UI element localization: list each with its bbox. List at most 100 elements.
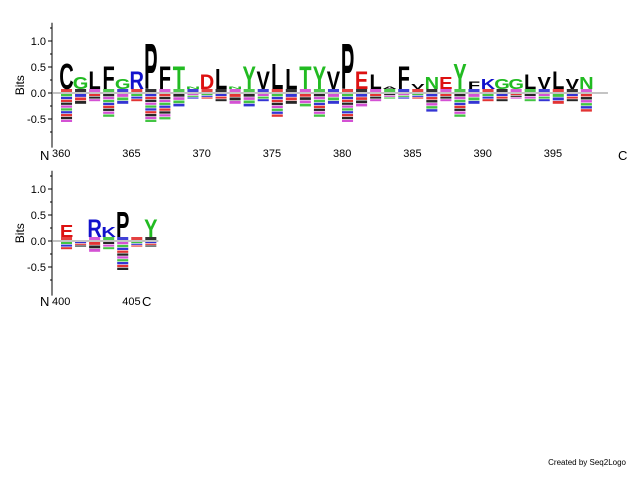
logo-letter: P [116, 206, 129, 245]
negative-letter-mark [313, 102, 325, 106]
minor-letter-mark [131, 89, 143, 92]
negative-letter-mark [103, 94, 115, 97]
negative-letter-mark [398, 94, 410, 96]
negative-letter-mark [342, 94, 354, 97]
logo-letter: N [186, 86, 200, 90]
negative-letter-mark [454, 96, 466, 100]
logo-letter: V [411, 83, 424, 91]
negative-letter-mark [145, 243, 157, 245]
minor-letter-mark [510, 89, 522, 92]
minor-letter-mark [117, 89, 129, 92]
negative-letter-mark [454, 108, 466, 111]
negative-letter-mark [117, 244, 129, 248]
minor-letter-mark [384, 89, 396, 92]
negative-letter-mark [103, 105, 115, 109]
c-terminus-label: C [618, 148, 627, 163]
negative-letter-mark [510, 94, 522, 96]
negative-letter-mark [117, 264, 129, 268]
negative-letter-mark [117, 262, 129, 265]
negative-letter-mark [61, 111, 73, 114]
negative-letter-mark [356, 94, 368, 97]
minor-letter-mark [89, 89, 101, 92]
minor-letter-mark [524, 89, 536, 92]
negative-letter-mark [313, 105, 325, 109]
logo-panel-2: -0.5 0.0 0.5 1.0 Bits E R K P Y 400 405 N C [13, 170, 159, 309]
negative-letter-mark [117, 253, 129, 256]
negative-letter-mark [271, 99, 283, 103]
logo-letter: G [508, 76, 524, 92]
negative-letter-mark [89, 242, 101, 245]
minor-letter-mark [187, 89, 199, 92]
negative-letter-mark [440, 94, 452, 96]
c-terminus-label: C [142, 294, 151, 309]
logo-letter: G [73, 74, 89, 94]
negative-letter-mark [75, 97, 87, 101]
negative-letter-mark [580, 103, 592, 106]
negative-letter-mark [426, 109, 438, 112]
negative-letter-mark [285, 100, 297, 104]
negative-letter-mark [173, 94, 185, 97]
negative-letter-mark [61, 105, 73, 108]
negative-letter-mark [538, 96, 550, 99]
negative-letter-mark [496, 99, 508, 102]
y-tick-label: 1.0 [31, 184, 46, 196]
minor-letter-mark [538, 89, 550, 92]
negative-letter-mark [173, 97, 185, 100]
minor-letter-mark [75, 89, 87, 92]
logo-letter: K [101, 224, 116, 240]
negative-letter-mark [117, 256, 129, 259]
n-terminus-label: N [40, 294, 49, 309]
negative-letter-mark [313, 99, 325, 103]
minor-letter-mark [89, 237, 101, 240]
negative-letter-mark [342, 96, 354, 100]
negative-letter-mark [496, 94, 508, 96]
y-tick-label: 0.0 [31, 236, 46, 248]
minor-letter-mark [243, 89, 255, 92]
negative-letter-mark [103, 244, 115, 247]
negative-letter-mark [299, 97, 311, 100]
logo-letter: P [144, 32, 157, 104]
logo-letter: L [88, 66, 100, 95]
minor-letter-mark [201, 89, 213, 92]
minor-letter-mark [580, 89, 592, 92]
negative-letter-mark [145, 242, 157, 244]
negative-letter-mark [103, 111, 115, 114]
logo-letter: T [173, 60, 186, 96]
negative-letter-mark [566, 99, 578, 102]
negative-letter-mark [327, 100, 339, 104]
credit-text: Created by Seq2Logo [548, 458, 626, 467]
negative-letter-mark [61, 99, 73, 102]
logo-letter: V [538, 74, 552, 94]
negative-letter-mark [440, 96, 452, 99]
negative-letter-mark [201, 94, 213, 96]
minor-letter-mark [370, 89, 382, 92]
negative-letter-mark [454, 105, 466, 109]
negative-letter-mark [61, 244, 73, 247]
negative-letter-mark [299, 100, 311, 104]
negative-letter-mark [187, 94, 199, 96]
x-tick-label: 385 [403, 148, 421, 160]
logo-letter: P [341, 32, 354, 104]
negative-letter-mark [580, 106, 592, 109]
negative-letter-mark [440, 99, 452, 102]
x-tick-label: 400 [52, 296, 70, 308]
negative-letter-mark [229, 100, 241, 104]
negative-letter-mark [538, 94, 550, 96]
negative-letter-mark [159, 117, 171, 120]
negative-letter-mark [159, 108, 171, 111]
negative-letter-mark [187, 95, 199, 97]
minor-letter-mark [342, 89, 354, 92]
negative-letter-mark [257, 96, 269, 99]
minor-letter-mark [327, 89, 339, 92]
negative-letter-mark [243, 100, 255, 104]
minor-letter-mark [398, 89, 410, 92]
logo-letter: V [257, 66, 270, 95]
negative-letter-mark [117, 94, 129, 97]
logo-letter: K [481, 76, 496, 92]
negative-letter-mark [89, 99, 101, 102]
negative-letter-mark [524, 96, 536, 99]
negative-letter-mark [145, 99, 157, 102]
negative-letter-mark [201, 95, 213, 97]
negative-letter-mark [271, 114, 283, 117]
negative-letter-mark [398, 97, 410, 99]
